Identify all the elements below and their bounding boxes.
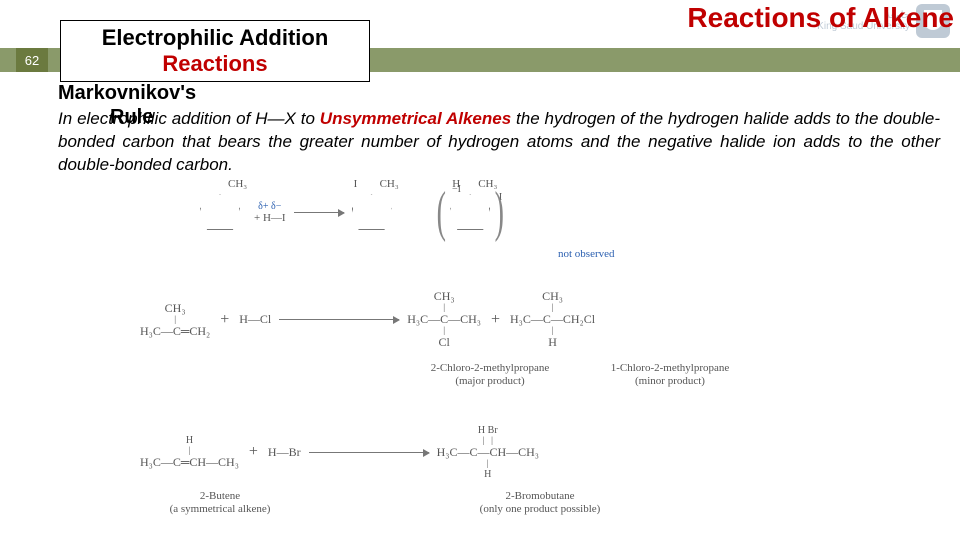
major-label: (major product): [410, 375, 570, 388]
body-paragraph: In electrophilic addition of H—X to Unsy…: [58, 108, 940, 177]
section-title-box: Electrophilic Addition Reactions: [60, 20, 370, 82]
paren-left-icon: (: [436, 190, 445, 235]
delta-labels: δ+ δ−: [258, 201, 281, 212]
hbr-label: H—Br: [268, 445, 301, 460]
product-name: 2-Bromobutane: [450, 490, 630, 503]
h-bottom: H: [484, 469, 491, 480]
hi-label: + H—I: [254, 212, 286, 224]
plus-sign: +: [249, 443, 258, 461]
cyclopentene-reactant: CH₃: [200, 194, 240, 230]
ch3-label: CH₃: [228, 178, 247, 190]
plus-sign: +: [220, 311, 229, 329]
ch3-top: CH₃: [165, 302, 186, 315]
minor-name: 1-Chloro-2-methylpropane: [590, 362, 750, 375]
reaction-row-3: H | H₃C—C═CH—CH₃ + H—Br H Br | | H₃C—C—C…: [140, 425, 539, 480]
butene-reactant: H | H₃C—C═CH—CH₃: [140, 435, 239, 469]
major-caption: 2-Chloro-2-methylpropane (major product): [410, 362, 570, 388]
i-label: I: [354, 178, 358, 190]
cl-bottom: Cl: [438, 336, 449, 349]
slide-number: 62: [16, 48, 48, 72]
not-observed-caption: not observed: [558, 248, 615, 261]
section-title-line1: Electrophilic Addition: [73, 25, 357, 51]
minor-product: CH₃ | H₃C—C—CH₂Cl | H: [510, 290, 595, 349]
body-unsym: Unsymmetrical Alkenes: [320, 109, 511, 128]
reactant-main: H₃C—C═CH—CH₃: [140, 456, 239, 469]
minor-label: (minor product): [590, 375, 750, 388]
reactant-label: (a symmetrical alkene): [150, 503, 290, 516]
major-name: 2-Chloro-2-methylpropane: [410, 362, 570, 375]
reaction-row-1: CH₃ δ+ δ− + H—I I CH₃ −I ( H CH₃ I ): [200, 190, 509, 235]
h-label: H: [452, 178, 460, 190]
isobutylene-reactant: CH₃ | H₃C—C═CH₂: [140, 302, 210, 338]
h-bottom: H: [548, 336, 557, 349]
reactant-main: H₃C—C═CH₂: [140, 325, 210, 338]
product-label: (only one product possible): [450, 503, 630, 516]
arrow-icon: [309, 452, 429, 453]
minor-product-group: ( H CH₃ I ): [432, 190, 509, 235]
bromobutane-caption: 2-Bromobutane (only one product possible…: [450, 490, 630, 516]
minor-caption: 1-Chloro-2-methylpropane (minor product): [590, 362, 750, 388]
major-product: CH₃ | H₃C—C—CH₃ | Cl: [407, 290, 481, 349]
reaction-row-2: CH₃ | H₃C—C═CH₂ + H—Cl CH₃ | H₃C—C—CH₃ |…: [140, 290, 595, 349]
page-title: Reactions of Alkene: [687, 2, 954, 34]
plus-sign: +: [491, 311, 500, 329]
butene-caption: 2-Butene (a symmetrical alkene): [150, 490, 290, 516]
section-title-line2: Reactions: [73, 51, 357, 77]
major-product-cyclopentane: I CH₃: [352, 194, 392, 230]
bromobutane-product: H Br | | H₃C—C—CH—CH₃ | H: [437, 425, 539, 480]
body-pre: In electrophilic addition of H—X to: [58, 109, 320, 128]
hi-reagent: δ+ δ− + H—I: [254, 201, 286, 224]
hcl-label: H—Cl: [239, 312, 271, 327]
paren-right-icon: ): [495, 190, 504, 235]
chemistry-diagram-area: CH₃ δ+ δ− + H—I I CH₃ −I ( H CH₃ I ) not…: [140, 190, 820, 520]
ch3-label: CH₃: [380, 178, 399, 190]
sub-heading-markovnikov: Markovnikov's: [58, 82, 196, 105]
arrow-icon: [279, 319, 399, 320]
reactant-name: 2-Butene: [150, 490, 290, 503]
arrow-icon: [294, 212, 344, 213]
